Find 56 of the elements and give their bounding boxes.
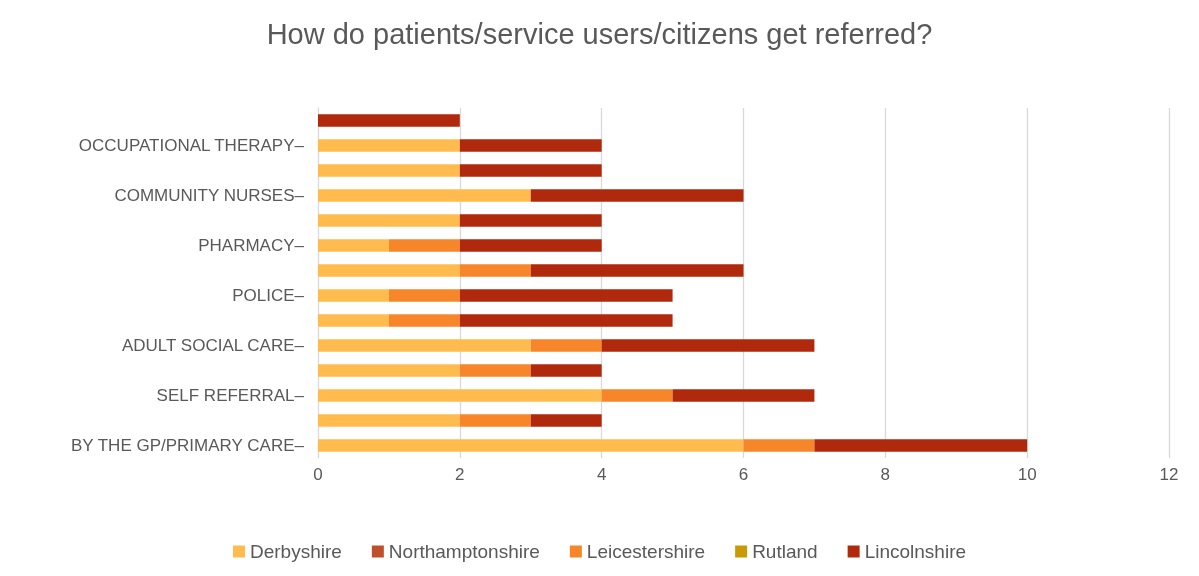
bar xyxy=(318,414,460,427)
bar xyxy=(459,314,673,327)
legend-label: Rutland xyxy=(752,541,818,562)
legend-label: Derbyshire xyxy=(249,541,342,562)
y-tick-label: POLICE– xyxy=(232,286,305,305)
x-tick-label: 2 xyxy=(455,465,465,484)
y-tick-label: SELF REFERRAL– xyxy=(156,386,305,405)
bar xyxy=(318,314,389,327)
bar xyxy=(318,214,460,227)
bar xyxy=(318,114,460,127)
bar xyxy=(459,414,531,427)
x-tick-label: 4 xyxy=(596,465,607,484)
bar xyxy=(459,264,531,277)
x-tick-label: 0 xyxy=(313,465,323,484)
y-tick-label: BY THE GP/PRIMARY CARE– xyxy=(70,436,305,455)
bar xyxy=(459,239,602,252)
y-tick-label: COMMUNITY NURSES– xyxy=(114,186,305,205)
bar xyxy=(318,264,460,277)
bar xyxy=(318,164,460,177)
bar xyxy=(530,364,602,377)
x-tick-label: 10 xyxy=(1017,465,1037,484)
bar xyxy=(459,289,673,302)
bar xyxy=(672,389,815,402)
bar xyxy=(318,339,531,352)
bar xyxy=(388,314,460,327)
bar xyxy=(530,189,744,202)
x-tick-label: 6 xyxy=(738,465,749,484)
bar xyxy=(318,439,744,452)
chart-title: How do patients/service users/citizens get referred? xyxy=(266,17,933,50)
bar xyxy=(459,164,602,177)
bar xyxy=(814,439,1028,452)
bar xyxy=(318,289,389,302)
y-tick-label: PHARMACY– xyxy=(198,236,305,255)
legend-label: Northamptonshire xyxy=(388,541,540,562)
bar xyxy=(318,139,460,152)
bar xyxy=(388,289,460,302)
bar xyxy=(318,189,531,202)
bar xyxy=(459,139,602,152)
bar xyxy=(601,389,673,402)
legend-label: Leicestershire xyxy=(586,541,706,562)
bar xyxy=(459,214,602,227)
bar xyxy=(318,239,389,252)
bar xyxy=(530,414,602,427)
bar xyxy=(318,389,602,402)
bar xyxy=(530,339,602,352)
bar xyxy=(530,264,744,277)
y-tick-label: ADULT SOCIAL CARE– xyxy=(121,336,305,355)
bar xyxy=(459,364,531,377)
bar xyxy=(318,364,460,377)
x-tick-label: 12 xyxy=(1159,465,1179,484)
bar xyxy=(388,239,460,252)
legend-label: Lincolnshire xyxy=(864,541,967,562)
bar xyxy=(601,339,815,352)
bar xyxy=(743,439,815,452)
y-tick-label: OCCUPATIONAL THERAPY– xyxy=(78,136,305,155)
x-tick-label: 8 xyxy=(880,465,891,484)
